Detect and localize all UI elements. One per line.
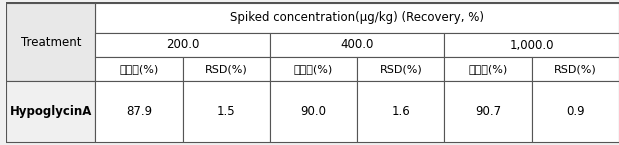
Bar xyxy=(270,57,357,81)
Bar xyxy=(95,33,270,57)
Bar xyxy=(532,81,619,142)
Text: 회수율(%): 회수율(%) xyxy=(119,64,158,74)
Text: 회수율(%): 회수율(%) xyxy=(294,64,333,74)
Text: Treatment: Treatment xyxy=(20,36,81,48)
Bar xyxy=(183,81,270,142)
Text: 90.0: 90.0 xyxy=(301,105,327,118)
Bar xyxy=(444,33,619,57)
Text: 90.7: 90.7 xyxy=(475,105,501,118)
Text: RSD(%): RSD(%) xyxy=(205,64,248,74)
Text: 1.6: 1.6 xyxy=(391,105,410,118)
Text: 87.9: 87.9 xyxy=(126,105,152,118)
Bar xyxy=(95,57,183,81)
Bar xyxy=(270,81,357,142)
Bar xyxy=(444,57,532,81)
Bar xyxy=(95,81,183,142)
Bar xyxy=(270,33,444,57)
Text: 400.0: 400.0 xyxy=(340,39,374,51)
Bar xyxy=(444,81,532,142)
Text: 1,000.0: 1,000.0 xyxy=(509,39,554,51)
Bar xyxy=(6,81,95,142)
Text: RSD(%): RSD(%) xyxy=(379,64,422,74)
Text: HypoglycinA: HypoglycinA xyxy=(10,105,92,118)
Text: 1.5: 1.5 xyxy=(217,105,236,118)
Bar xyxy=(95,3,619,33)
Bar xyxy=(357,57,444,81)
Bar xyxy=(6,3,95,81)
Bar xyxy=(532,57,619,81)
Text: RSD(%): RSD(%) xyxy=(554,64,597,74)
Bar xyxy=(183,57,270,81)
Text: Spiked concentration(μg/kg) (Recovery, %): Spiked concentration(μg/kg) (Recovery, %… xyxy=(230,11,484,25)
Text: 200.0: 200.0 xyxy=(166,39,199,51)
Text: 회수율(%): 회수율(%) xyxy=(469,64,508,74)
Bar xyxy=(357,81,444,142)
Text: 0.9: 0.9 xyxy=(566,105,585,118)
